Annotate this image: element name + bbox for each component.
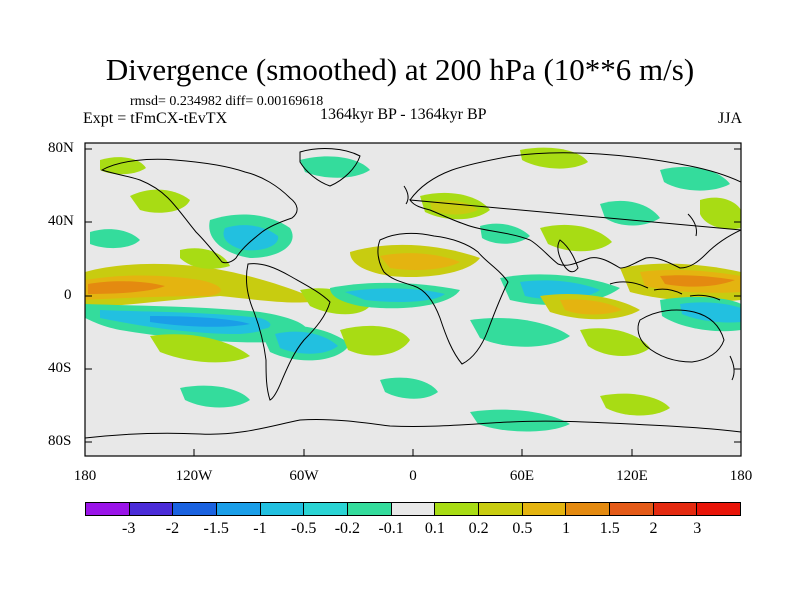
contour-region bbox=[660, 275, 735, 287]
colorbar-swatch bbox=[173, 503, 218, 515]
colorbar bbox=[85, 502, 741, 516]
lat-label-0: 0 bbox=[64, 287, 72, 303]
coastline-indonesia bbox=[609, 281, 721, 301]
contour-region bbox=[300, 156, 370, 178]
coastline-india bbox=[557, 239, 579, 273]
contour-region bbox=[380, 377, 438, 399]
contour-region bbox=[380, 253, 460, 270]
colorbar-swatch bbox=[348, 503, 392, 515]
coastline-north-america bbox=[100, 158, 298, 264]
colorbar-label: -1.5 bbox=[203, 520, 229, 537]
colorbar-label: 0.2 bbox=[468, 520, 489, 537]
colorbar-swatch bbox=[86, 503, 130, 515]
lat-label-80n: 80N bbox=[48, 140, 74, 156]
colorbar-swatch bbox=[129, 503, 174, 515]
coastlines bbox=[85, 148, 741, 439]
lat-label-80s: 80S bbox=[48, 433, 72, 449]
colorbar-label: 0.5 bbox=[512, 520, 533, 537]
experiment-label: Expt = tFmCX-tEvTX bbox=[83, 110, 228, 127]
contour-region bbox=[90, 229, 140, 249]
contour-region bbox=[223, 225, 279, 251]
contour-region bbox=[700, 197, 741, 230]
contour-region bbox=[600, 200, 660, 226]
lon-label-60w: 60W bbox=[289, 468, 319, 484]
colorbar-label: 0.1 bbox=[424, 520, 445, 537]
colorbar-label: -0.5 bbox=[290, 520, 317, 537]
contour-region bbox=[680, 302, 741, 323]
contour-region bbox=[470, 317, 570, 347]
map-title: Divergence (smoothed) at 200 hPa (10**6 … bbox=[105, 52, 695, 87]
coastline-south-america bbox=[245, 263, 331, 401]
colorbar-label: 1 bbox=[562, 520, 571, 537]
lon-label-120e: 120E bbox=[616, 468, 648, 484]
coastline-new-zealand bbox=[729, 355, 735, 381]
contour-region bbox=[600, 393, 670, 416]
colorbar-swatch bbox=[566, 503, 611, 515]
colorbar-swatch bbox=[304, 503, 349, 515]
colorbar-swatch bbox=[522, 503, 567, 515]
coastline-japan bbox=[687, 213, 697, 237]
colorbar-label: 3 bbox=[693, 520, 702, 537]
coastline-greenland bbox=[299, 148, 361, 187]
colorbar-swatch bbox=[217, 503, 261, 515]
colorbar-swatch bbox=[435, 503, 480, 515]
lat-label-40n: 40N bbox=[48, 213, 74, 229]
contour-region bbox=[180, 248, 230, 269]
colorbar-swatch bbox=[653, 503, 698, 515]
lon-label-0: 0 bbox=[409, 468, 417, 484]
coastline-eurasia bbox=[409, 152, 741, 269]
coastline-uk bbox=[403, 185, 409, 205]
contour-region bbox=[100, 157, 146, 175]
colorbar-swatch bbox=[260, 503, 305, 515]
colorbar-swatch bbox=[697, 503, 741, 515]
contour-region bbox=[660, 166, 730, 191]
contour-region bbox=[150, 316, 250, 327]
colorbar-swatch bbox=[479, 503, 523, 515]
contour-region bbox=[275, 331, 338, 354]
colorbar-label: -3 bbox=[122, 520, 136, 537]
lon-label-60e: 60E bbox=[509, 468, 535, 484]
contour-region bbox=[430, 200, 478, 215]
colorbar-label: -1 bbox=[253, 520, 267, 537]
colorbar-label: 2 bbox=[649, 520, 658, 537]
lon-label-120w: 120W bbox=[175, 468, 213, 484]
contour-region bbox=[580, 328, 650, 357]
stats-text: rmsd= 0.234982 diff= 0.00169618 bbox=[130, 94, 324, 109]
coastline-antarctica bbox=[85, 418, 741, 439]
colorbar-label: -0.1 bbox=[378, 520, 404, 537]
coastline-australia bbox=[637, 309, 725, 363]
contour-region bbox=[340, 325, 410, 356]
season-label: JJA bbox=[717, 110, 742, 127]
lon-label-180w: 180 bbox=[73, 468, 97, 484]
contour-region bbox=[560, 299, 622, 315]
lon-label-180e: 180 bbox=[729, 468, 753, 484]
contour-region bbox=[345, 288, 445, 302]
lat-label-40s: 40S bbox=[48, 360, 72, 376]
colorbar-swatch bbox=[391, 503, 436, 515]
colorbar-label: -0.2 bbox=[334, 520, 361, 537]
contour-region bbox=[470, 409, 570, 432]
contour-region bbox=[130, 189, 190, 213]
colorbar-swatch bbox=[610, 503, 654, 515]
period-label: 1364kyr BP - 1364kyr BP bbox=[320, 106, 487, 123]
contour-region bbox=[180, 385, 250, 408]
coastline-africa bbox=[377, 232, 509, 365]
colorbar-label: 1.5 bbox=[599, 520, 620, 537]
contour-region bbox=[150, 334, 250, 363]
contour-region bbox=[88, 281, 165, 294]
axis-ticks bbox=[84, 148, 742, 456]
colorbar-label: -2 bbox=[165, 520, 180, 537]
